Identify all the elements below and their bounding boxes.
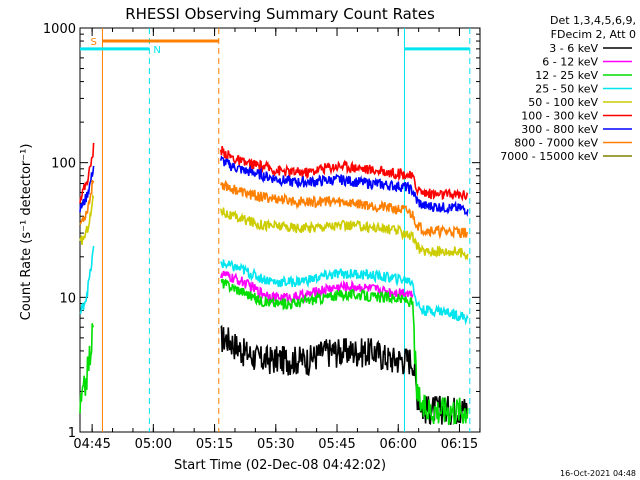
y-tick-label: 1 [68, 426, 76, 441]
series-line [220, 259, 469, 326]
legend-label: 3 - 6 keV [549, 42, 598, 55]
series-line [79, 323, 95, 414]
legend-label: 6 - 12 keV [542, 56, 598, 69]
legend-label: 100 - 300 keV [521, 110, 598, 123]
x-tick-label: 06:00 [380, 437, 417, 452]
x-tick-label: 05:00 [135, 437, 172, 452]
y-tick-label: 100 [51, 157, 76, 172]
data-series [79, 142, 469, 426]
plot-frame [79, 27, 481, 433]
x-axis-label: Start Time (02-Dec-08 04:42:02) [174, 458, 386, 473]
series-line [79, 142, 95, 204]
axes: 1 10 100 1000 04:45 05:00 05:15 05:30 05:45 06:00… [43, 22, 481, 452]
series-line [79, 165, 95, 213]
series-line [220, 324, 469, 426]
series-line [220, 180, 469, 240]
legend-label: 800 - 7000 keV [514, 137, 598, 150]
legend-header: FDecim 2, Att 0 [551, 28, 636, 41]
legend-label: 300 - 800 keV [521, 123, 598, 136]
series-line [79, 179, 95, 226]
x-tick-label: 05:45 [318, 437, 355, 452]
series-line [220, 278, 469, 426]
legend-label: 25 - 50 keV [535, 83, 598, 96]
series-line [220, 155, 469, 217]
x-tick-label: 05:30 [257, 437, 294, 452]
legend-label: 50 - 100 keV [528, 96, 598, 109]
series-line [79, 245, 95, 315]
legend: Det 1,3,4,5,6,9,FDecim 2, Att 03 - 6 keV… [500, 14, 636, 163]
legend-label: 12 - 25 keV [535, 69, 598, 82]
series-line [220, 145, 469, 202]
y-axis-label: Count Rate (s⁻¹ detector⁻¹) [19, 144, 34, 321]
x-tick-label: 06:15 [441, 437, 478, 452]
x-tick-label: 04:45 [73, 437, 110, 452]
y-tick-label: 1000 [43, 22, 76, 37]
annotation-label: S [90, 37, 96, 48]
annotations: SN [80, 37, 470, 56]
chart-title: RHESSI Observing Summary Count Rates [125, 5, 435, 23]
series-line [79, 193, 95, 245]
x-tick-label: 05:15 [196, 437, 233, 452]
y-tick-label: 10 [59, 291, 76, 306]
legend-label: 7000 - 15000 keV [500, 150, 598, 163]
series-line [220, 207, 469, 261]
annotation-label: N [153, 45, 160, 56]
footer-timestamp: 16-Oct-2021 04:48 [560, 469, 636, 478]
legend-header: Det 1,3,4,5,6,9, [550, 14, 636, 27]
